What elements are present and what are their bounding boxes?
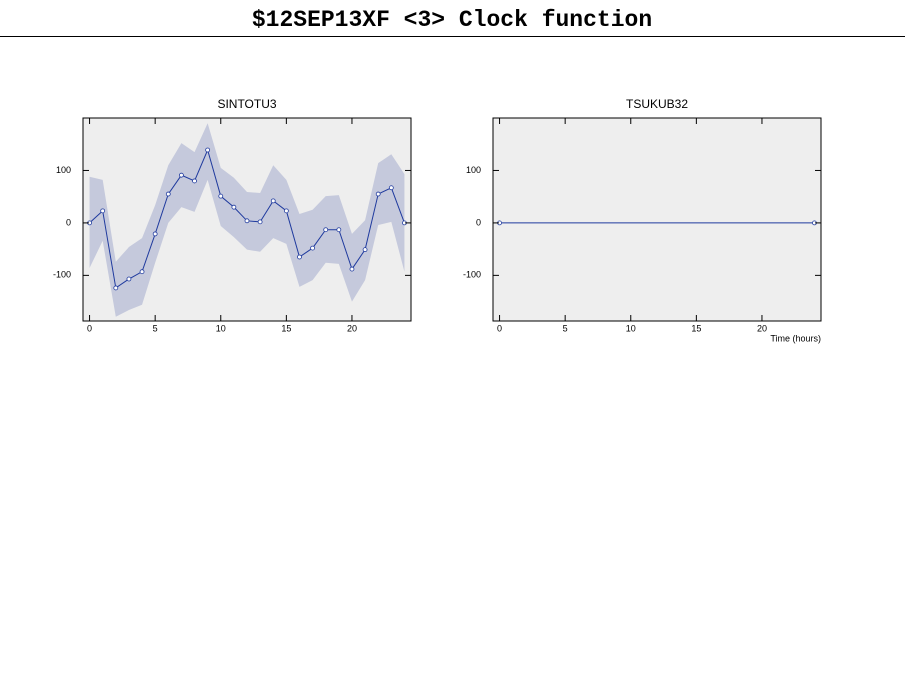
- plot-background: [493, 118, 821, 321]
- x-axis-label: Time (hours): [770, 333, 821, 343]
- data-point: [113, 285, 119, 291]
- data-point: [283, 208, 289, 214]
- data-point: [205, 147, 211, 153]
- data-point: [257, 219, 263, 225]
- x-tick-label: 10: [216, 323, 226, 333]
- data-point: [388, 185, 394, 191]
- x-tick-label: 15: [691, 323, 701, 333]
- plot-frame: [492, 117, 822, 322]
- data-point: [336, 227, 342, 233]
- x-tick-label: 0: [497, 323, 502, 333]
- x-tick-label: 0: [87, 323, 92, 333]
- data-point: [139, 269, 145, 275]
- x-tick-label: 10: [626, 323, 636, 333]
- y-tick-label: 0: [66, 217, 71, 227]
- data-point: [244, 218, 250, 224]
- data-point: [349, 266, 355, 272]
- y-tick-label: 0: [476, 217, 481, 227]
- data-point: [192, 178, 197, 184]
- x-tick-label: 20: [347, 323, 357, 333]
- y-tick-label: 100: [56, 165, 71, 175]
- data-point: [310, 245, 316, 251]
- data-point: [100, 208, 106, 214]
- x-tick-label: 15: [281, 323, 291, 333]
- data-point: [270, 198, 276, 204]
- plot-title: TSUKUB32: [626, 97, 688, 111]
- x-tick-label: 20: [757, 323, 767, 333]
- x-tick-label: 5: [563, 323, 568, 333]
- data-point: [297, 254, 302, 260]
- data-point: [152, 231, 158, 237]
- data-point: [178, 172, 184, 178]
- data-point: [126, 276, 132, 282]
- data-point: [375, 191, 381, 197]
- data-point: [323, 227, 329, 233]
- plot-frame: [82, 117, 412, 322]
- y-tick-label: -100: [53, 270, 71, 280]
- data-point: [362, 247, 368, 253]
- x-tick-label: 5: [153, 323, 158, 333]
- y-tick-label: -100: [463, 270, 481, 280]
- plot-title: SINTOTU3: [217, 97, 276, 111]
- data-point: [218, 193, 224, 199]
- data-point: [231, 204, 237, 210]
- y-tick-label: 100: [466, 165, 481, 175]
- page-title: $12SEP13XF <3> Clock function: [252, 7, 652, 33]
- data-point: [165, 191, 171, 197]
